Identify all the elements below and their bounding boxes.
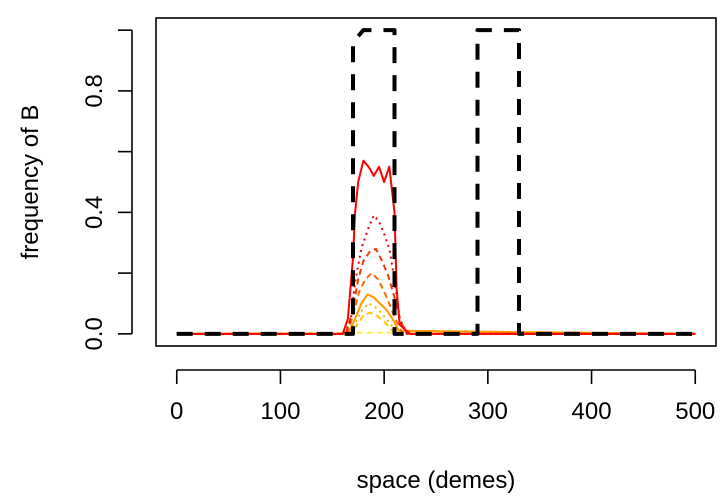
x-tick-label: 0 xyxy=(170,398,183,425)
series-line-5 xyxy=(176,293,696,335)
x-axis-label: space (demes) xyxy=(357,467,516,494)
series-line-7 xyxy=(176,311,696,335)
series-line-3 xyxy=(176,247,696,335)
x-tick-label: 200 xyxy=(364,398,404,425)
y-axis-label: frequency of B xyxy=(17,105,44,260)
series-line-0 xyxy=(176,28,696,336)
plot-frame xyxy=(155,17,717,347)
y-tick-label: 0.0 xyxy=(81,317,108,350)
series-line-2 xyxy=(176,214,696,335)
y-tick-label: 0.8 xyxy=(81,74,108,107)
x-tick-label: 100 xyxy=(260,398,300,425)
y-tick-label: 0.4 xyxy=(81,196,108,229)
x-tick-label: 400 xyxy=(572,398,612,425)
x-tick-label: 500 xyxy=(675,398,715,425)
series-line-4 xyxy=(176,272,696,335)
x-tick-label: 300 xyxy=(468,398,508,425)
series-line-6 xyxy=(176,302,696,335)
series-line-1 xyxy=(176,159,696,335)
